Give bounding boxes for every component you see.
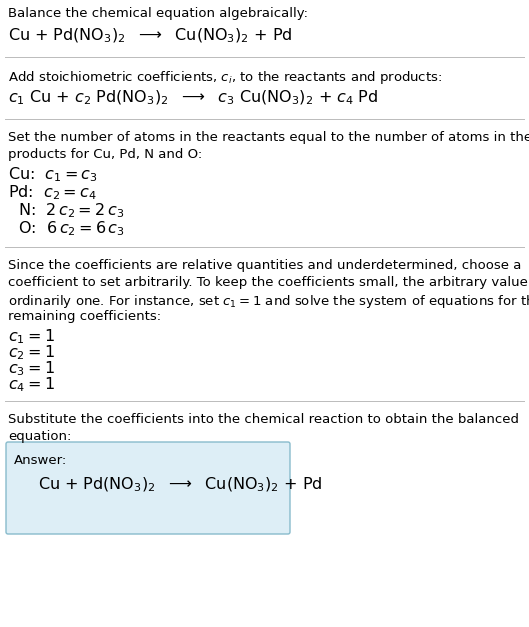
Text: Cu + Pd(NO$_3$)$_2$  $\longrightarrow$  Cu(NO$_3$)$_2$ + Pd: Cu + Pd(NO$_3$)$_2$ $\longrightarrow$ Cu… xyxy=(38,476,323,495)
FancyBboxPatch shape xyxy=(6,442,290,534)
Text: $c_2 = 1$: $c_2 = 1$ xyxy=(8,343,55,362)
Text: Cu + Pd(NO$_3$)$_2$  $\longrightarrow$  Cu(NO$_3$)$_2$ + Pd: Cu + Pd(NO$_3$)$_2$ $\longrightarrow$ Cu… xyxy=(8,27,293,45)
Text: Substitute the coefficients into the chemical reaction to obtain the balanced: Substitute the coefficients into the che… xyxy=(8,413,519,426)
Text: Answer:: Answer: xyxy=(14,454,67,467)
Text: $c_3 = 1$: $c_3 = 1$ xyxy=(8,359,55,377)
Text: Set the number of atoms in the reactants equal to the number of atoms in the: Set the number of atoms in the reactants… xyxy=(8,131,529,144)
Text: equation:: equation: xyxy=(8,430,71,443)
Text: ordinarily one. For instance, set $c_1 = 1$ and solve the system of equations fo: ordinarily one. For instance, set $c_1 =… xyxy=(8,293,529,310)
Text: $c_1 = 1$: $c_1 = 1$ xyxy=(8,327,55,345)
Text: Since the coefficients are relative quantities and underdetermined, choose a: Since the coefficients are relative quan… xyxy=(8,259,522,272)
Text: coefficient to set arbitrarily. To keep the coefficients small, the arbitrary va: coefficient to set arbitrarily. To keep … xyxy=(8,276,529,289)
Text: Add stoichiometric coefficients, $c_i$, to the reactants and products:: Add stoichiometric coefficients, $c_i$, … xyxy=(8,69,442,86)
Text: Pd:  $c_2 = c_4$: Pd: $c_2 = c_4$ xyxy=(8,183,97,202)
Text: products for Cu, Pd, N and O:: products for Cu, Pd, N and O: xyxy=(8,148,202,161)
Text: O:  $6\,c_2 = 6\,c_3$: O: $6\,c_2 = 6\,c_3$ xyxy=(8,219,125,238)
Text: remaining coefficients:: remaining coefficients: xyxy=(8,310,161,323)
Text: Balance the chemical equation algebraically:: Balance the chemical equation algebraica… xyxy=(8,7,308,20)
Text: $c_4 = 1$: $c_4 = 1$ xyxy=(8,375,55,394)
Text: Cu:  $c_1 = c_3$: Cu: $c_1 = c_3$ xyxy=(8,165,98,184)
Text: N:  $2\,c_2 = 2\,c_3$: N: $2\,c_2 = 2\,c_3$ xyxy=(8,201,124,219)
Text: $c_1$ Cu + $c_2$ Pd(NO$_3$)$_2$  $\longrightarrow$  $c_3$ Cu(NO$_3$)$_2$ + $c_4$: $c_1$ Cu + $c_2$ Pd(NO$_3$)$_2$ $\longri… xyxy=(8,89,378,107)
